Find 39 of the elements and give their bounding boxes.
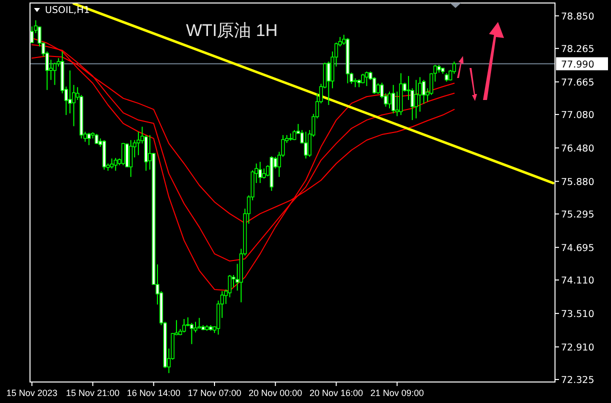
candlestick — [121, 142, 126, 166]
y-tick-label: 75.295 — [561, 209, 594, 220]
candlestick — [68, 70, 72, 114]
candlestick — [197, 317, 202, 329]
candlestick — [114, 157, 118, 172]
ref-line-label: 77.990 — [561, 59, 594, 70]
y-tick-label: 72.910 — [561, 342, 594, 354]
x-tick-label: 21 Nov 09:00 — [370, 388, 424, 398]
text: WTI原油 1H — [186, 21, 278, 40]
candlestick — [414, 79, 418, 119]
y-tick-label: 74.110 — [561, 276, 594, 287]
y-tick-label: 75.880 — [561, 176, 594, 188]
candlestick — [110, 158, 114, 170]
candlestick — [262, 168, 266, 180]
y-tick-label: 77.665 — [561, 77, 594, 88]
candlestick — [129, 140, 133, 178]
candlestick — [87, 132, 91, 146]
candlestick — [52, 62, 57, 86]
y-tick-label: 73.510 — [561, 308, 594, 320]
y-tick-label: 72.325 — [561, 374, 594, 386]
x-tick-label: 17 Nov 07:00 — [188, 388, 242, 398]
candlestick — [304, 131, 308, 159]
y-tick-label: 74.695 — [561, 242, 594, 254]
candlestick — [364, 71, 368, 87]
x-tick-label: 15 Nov 2023 — [6, 388, 58, 398]
chart-subtitle: USOIL,H1 — [45, 5, 90, 16]
x-tick-label: 20 Nov 16:00 — [309, 388, 364, 398]
candlestick — [392, 84, 396, 114]
candlestick — [361, 73, 365, 84]
candlestick — [388, 91, 392, 109]
y-tick-label: 76.480 — [561, 143, 594, 154]
x-tick-label: 16 Nov 14:00 — [126, 388, 180, 398]
x-tick-label: 15 Nov 21:00 — [66, 388, 120, 398]
y-tick-label: 78.850 — [561, 11, 594, 22]
y-tick-label: 78.265 — [561, 44, 594, 55]
y-tick-label: 77.080 — [561, 110, 594, 121]
candlestick — [182, 318, 186, 333]
x-tick-label: 20 Nov 00:00 — [248, 388, 302, 398]
candlestick — [258, 161, 262, 184]
